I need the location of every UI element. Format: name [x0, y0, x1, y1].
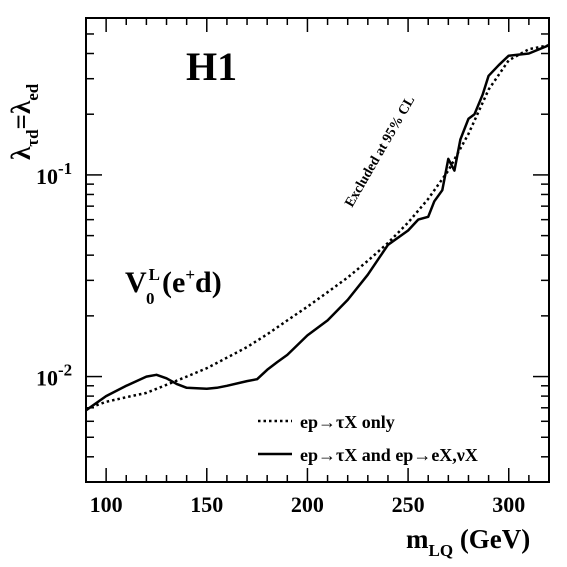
y-tick-label: 10-1: [36, 159, 72, 189]
x-axis-title-unit: (GeV): [453, 524, 530, 554]
panel-label-sup: L: [149, 265, 160, 284]
panel-label-tail-sup: +: [185, 265, 195, 284]
y-axis-title-eq: =λ: [6, 100, 36, 129]
panel-label-tail-close: d): [195, 266, 222, 299]
y-tick-label: 10-2: [36, 361, 72, 391]
panel-label-base: V: [125, 266, 147, 299]
x-tick-label: 200: [291, 492, 324, 517]
plot-frame: [85, 17, 550, 483]
y-tick-label-exp: -1: [58, 159, 72, 178]
legend-label-tau-only: ep→τX only: [300, 412, 395, 432]
panel-label-tail-open: (e: [155, 266, 186, 299]
panel-label-sub: 0: [146, 289, 155, 308]
x-tick-label: 150: [190, 492, 223, 517]
y-tick-label-base: 10: [36, 164, 58, 189]
x-tick-label: 250: [392, 492, 425, 517]
y-axis-title-sub1: τd: [23, 129, 42, 147]
y-tick-labels: 10-210-1: [36, 159, 72, 391]
y-axis-title: λτd=λed: [6, 83, 42, 160]
x-axis-title-main: m: [406, 524, 429, 554]
x-axis-title-sub: LQ: [429, 541, 454, 560]
series-line-1: [85, 44, 550, 412]
y-tick-label-exp: -2: [58, 361, 72, 380]
x-tick-label: 300: [492, 492, 525, 517]
y-axis-title-sub2: ed: [23, 83, 42, 101]
x-tick-label: 100: [90, 492, 123, 517]
y-tick-label-base: 10: [36, 366, 58, 391]
axis-ticks: [85, 18, 550, 483]
x-tick-labels: 100 150 200 250 300: [90, 492, 526, 517]
y-axis-title-lambda1: λ: [6, 146, 36, 160]
x-axis-title: mLQ (GeV): [406, 524, 530, 560]
legend-label-combined: ep→τX and ep→eX,νX: [300, 445, 478, 465]
data-curves: [85, 43, 550, 412]
experiment-label: H1: [186, 44, 237, 89]
legend: ep→τX only ep→τX and ep→eX,νX: [258, 412, 478, 465]
